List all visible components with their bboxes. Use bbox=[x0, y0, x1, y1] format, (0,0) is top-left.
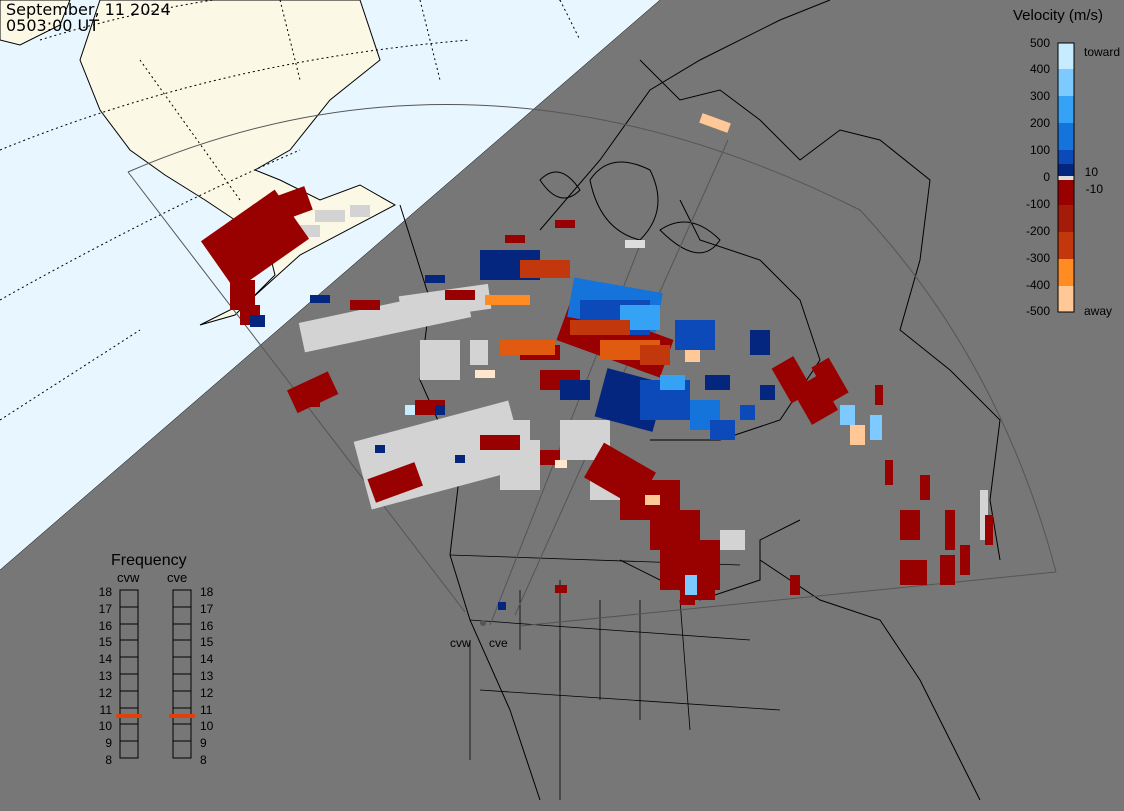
frequency-title: Frequency bbox=[111, 552, 187, 569]
frequency-level: 17 bbox=[200, 602, 214, 616]
velocity-tick: -10 bbox=[1086, 182, 1104, 196]
radar-sites: cvw cve bbox=[450, 620, 508, 650]
frequency-level: 13 bbox=[99, 669, 113, 683]
frequency-level: 14 bbox=[200, 652, 214, 666]
velocity-tick: 10 bbox=[1085, 165, 1099, 179]
frequency-level: 9 bbox=[200, 736, 207, 750]
frequency-level: 14 bbox=[99, 652, 113, 666]
velocity-tick: -500 bbox=[1026, 304, 1050, 318]
scatter-away-strong bbox=[475, 113, 865, 505]
terminator bbox=[0, 0, 661, 571]
frequency-level: 15 bbox=[200, 635, 214, 649]
frequency-level: 11 bbox=[200, 703, 213, 717]
velocity-tick: -100 bbox=[1026, 197, 1050, 211]
velocity-tick: -400 bbox=[1026, 278, 1050, 292]
velocity-title: Velocity (m/s) bbox=[1013, 7, 1103, 24]
frequency-radar-cve: cve bbox=[167, 570, 187, 585]
frequency-level: 9 bbox=[105, 736, 112, 750]
frequency-active-cvw bbox=[116, 714, 142, 718]
frequency-level: 18 bbox=[99, 585, 113, 599]
political-borders bbox=[449, 554, 781, 800]
site-label-cvw: cvw bbox=[450, 636, 471, 650]
velocity-away-label: away bbox=[1084, 304, 1112, 318]
frequency-level: 13 bbox=[200, 669, 214, 683]
velocity-legend: Velocity (m/s) 500 400 300 200 100 10 0 … bbox=[1013, 7, 1120, 318]
frequency-column-cve bbox=[169, 589, 195, 759]
velocity-tick: -300 bbox=[1026, 251, 1050, 265]
velocity-tick: 300 bbox=[1030, 89, 1050, 103]
frequency-level: 10 bbox=[200, 719, 214, 733]
velocity-toward-label: toward bbox=[1084, 45, 1120, 59]
frequency-column-cvw bbox=[116, 589, 142, 759]
frequency-levels-left: 18 17 16 15 14 13 12 11 10 9 8 bbox=[99, 585, 113, 767]
velocity-tick: 100 bbox=[1030, 143, 1050, 157]
frequency-panel: Frequency cvw cve 18 17 16 15 14 13 12 1… bbox=[99, 552, 214, 767]
frequency-level: 15 bbox=[99, 635, 113, 649]
frequency-level: 16 bbox=[99, 619, 113, 633]
time-label: 0503:00 UT bbox=[6, 16, 100, 35]
velocity-tick: 400 bbox=[1030, 62, 1050, 76]
frequency-radar-cvw: cvw bbox=[117, 570, 140, 585]
frequency-level: 12 bbox=[200, 686, 214, 700]
frequency-active-cve bbox=[169, 714, 195, 718]
graticule bbox=[0, 0, 581, 421]
velocity-tick: -200 bbox=[1026, 224, 1050, 238]
frequency-level: 10 bbox=[99, 719, 113, 733]
site-label-cve: cve bbox=[489, 636, 508, 650]
frequency-level: 12 bbox=[99, 686, 113, 700]
velocity-tick: 0 bbox=[1043, 170, 1050, 184]
velocity-tick: 200 bbox=[1030, 116, 1050, 130]
velocity-colorbar bbox=[1057, 42, 1075, 313]
date-label: September, 11 2024 bbox=[6, 0, 171, 19]
frequency-level: 16 bbox=[200, 619, 214, 633]
frequency-level: 8 bbox=[105, 753, 112, 767]
frequency-level: 11 bbox=[100, 703, 113, 717]
frequency-level: 17 bbox=[99, 602, 113, 616]
velocity-ticks: 500 400 300 200 100 10 0 -10 -100 -200 -… bbox=[1026, 36, 1103, 318]
velocity-tick: 500 bbox=[1030, 36, 1050, 50]
frequency-level: 8 bbox=[200, 753, 207, 767]
frequency-level: 18 bbox=[200, 585, 214, 599]
land-top-strip bbox=[0, 0, 71, 46]
frequency-levels-right: 18 17 16 15 14 13 12 11 10 9 8 bbox=[200, 585, 214, 767]
